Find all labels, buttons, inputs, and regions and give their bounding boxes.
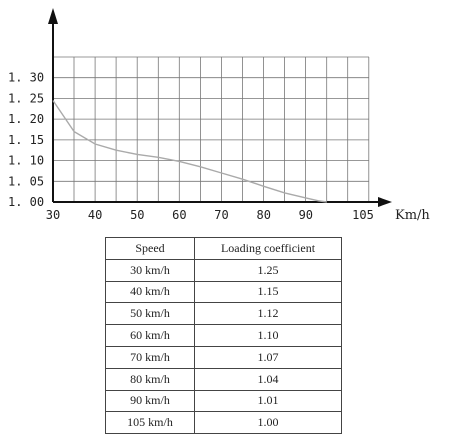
table-cell-speed: 70 km/h: [105, 345, 195, 369]
y-tick-label: 1. 15: [8, 133, 44, 147]
loading-coefficient-table: Speed Loading coefficient 30 km/h 1.25 4…: [105, 237, 342, 435]
x-tick-label: 105: [352, 208, 374, 222]
table-row: 80 km/h 1.04: [105, 367, 342, 391]
table-cell-speed: 90 km/h: [105, 389, 195, 413]
table-row: 50 km/h 1.12: [105, 302, 342, 326]
table-cell-coefficient: 1.01: [194, 389, 342, 413]
table-header-speed: Speed: [105, 237, 195, 260]
y-tick-label: 1. 10: [8, 154, 44, 168]
table-cell-coefficient: 1.25: [194, 258, 342, 282]
table-row: 30 km/h 1.25: [105, 258, 342, 282]
table-cell-coefficient: 1.07: [194, 345, 342, 369]
table-cell-coefficient: 1.12: [194, 302, 342, 326]
y-tick-label: 1. 30: [8, 71, 44, 85]
y-axis-arrow-icon: [48, 8, 58, 24]
table-cell-coefficient: 1.04: [194, 367, 342, 391]
chart-series: [52, 100, 327, 203]
table-header-loading-coefficient: Loading coefficient: [194, 237, 342, 260]
table-cell-coefficient: 1.10: [194, 324, 342, 347]
table-row: 90 km/h 1.01: [105, 389, 342, 413]
loading-coefficient-table-wrapper: Speed Loading coefficient 30 km/h 1.25 4…: [105, 237, 342, 435]
table-cell-speed: 80 km/h: [105, 367, 195, 391]
table-cell-coefficient: 1.00: [194, 411, 342, 435]
table-header-row: Speed Loading coefficient: [105, 237, 342, 260]
y-tick-label: 1. 05: [8, 174, 44, 188]
x-tick-label: 50: [130, 208, 144, 222]
table-cell-coefficient: 1.15: [194, 280, 342, 304]
chart-tick-labels: 1. 00 1. 05 1. 10 1. 15 1. 20 1. 25 1. 30 30 40 5…: [8, 71, 430, 223]
table-cell-speed: 30 km/h: [105, 258, 195, 282]
y-tick-label: 1. 00: [8, 195, 44, 209]
x-tick-label: 30: [46, 208, 60, 222]
table-cell-speed: 50 km/h: [105, 302, 195, 326]
y-tick-label: 1. 20: [8, 112, 44, 126]
table-row: 60 km/h 1.10: [105, 324, 342, 347]
table-cell-speed: 105 km/h: [105, 411, 195, 435]
table-row: 40 km/h 1.15: [105, 280, 342, 304]
x-tick-label: 60: [172, 208, 186, 222]
table-row: 70 km/h 1.07: [105, 345, 342, 369]
loading-coefficient-chart: 1. 00 1. 05 1. 10 1. 15 1. 20 1. 25 1. 30 30 40 5…: [8, 8, 430, 223]
x-axis-arrow-icon: [378, 197, 392, 207]
table-row: 105 km/h 1.00: [105, 411, 342, 435]
x-tick-label: 70: [214, 208, 228, 222]
x-tick-label: 90: [299, 208, 313, 222]
chart-grid: [53, 56, 370, 202]
series-line: [52, 100, 327, 203]
table-cell-speed: 60 km/h: [105, 324, 195, 347]
table-cell-speed: 40 km/h: [105, 280, 195, 304]
x-axis-unit-label: Km/h: [395, 208, 430, 223]
chart-axes: [48, 8, 392, 207]
x-tick-label: 80: [256, 208, 270, 222]
y-tick-label: 1. 25: [8, 91, 44, 105]
x-tick-label: 40: [88, 208, 102, 222]
